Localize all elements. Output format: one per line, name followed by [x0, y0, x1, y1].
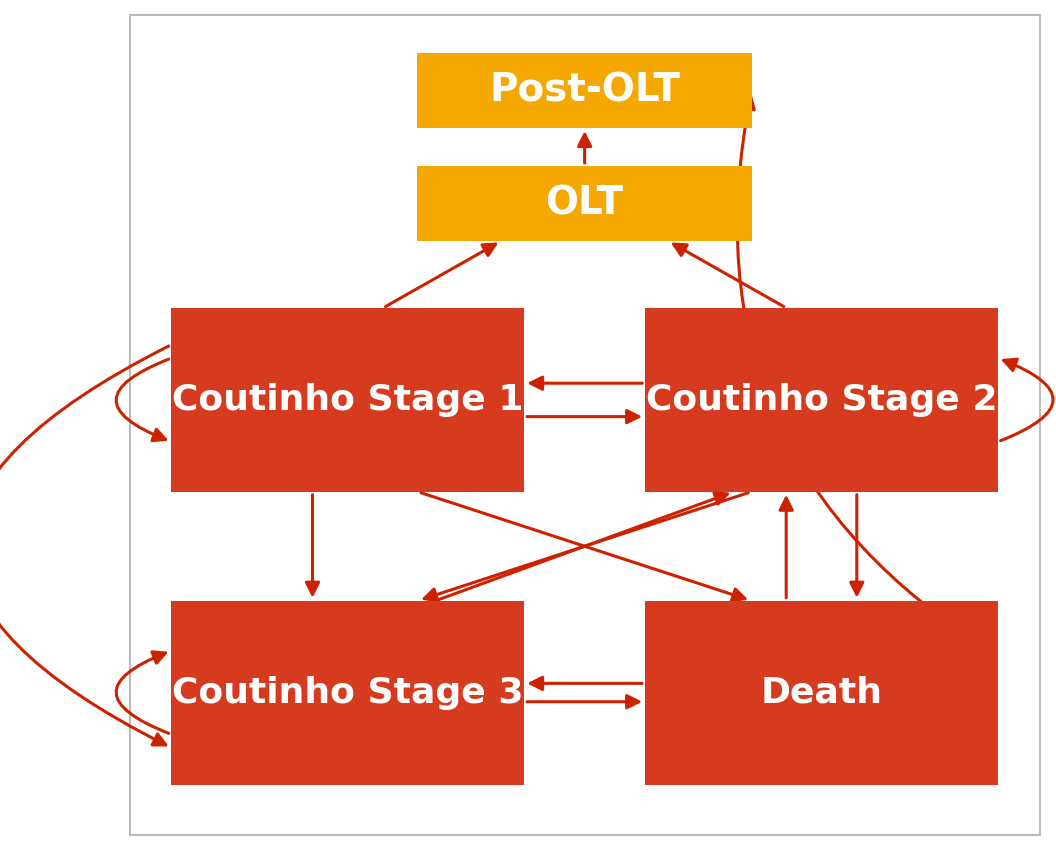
- Text: Death: Death: [760, 676, 883, 710]
- FancyBboxPatch shape: [645, 308, 998, 492]
- FancyBboxPatch shape: [171, 308, 524, 492]
- Text: Coutinho Stage 3: Coutinho Stage 3: [172, 676, 524, 710]
- FancyBboxPatch shape: [417, 166, 752, 241]
- Text: Coutinho Stage 2: Coutinho Stage 2: [645, 382, 997, 416]
- Text: OLT: OLT: [546, 184, 624, 223]
- FancyBboxPatch shape: [645, 601, 998, 785]
- FancyBboxPatch shape: [417, 53, 752, 128]
- FancyBboxPatch shape: [171, 601, 524, 785]
- Text: Post-OLT: Post-OLT: [489, 71, 680, 110]
- Text: Coutinho Stage 1: Coutinho Stage 1: [172, 382, 524, 416]
